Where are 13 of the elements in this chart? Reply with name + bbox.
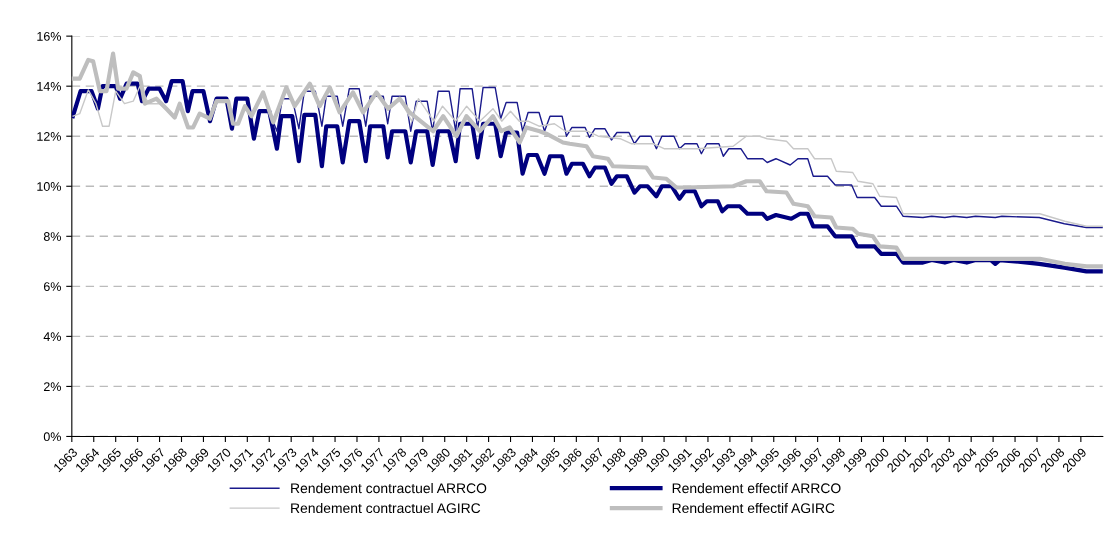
y-tick-label: 2% [43, 382, 61, 392]
legend-label: Rendement effectif AGIRC [672, 502, 835, 514]
y-tick-label: 12% [37, 132, 61, 141]
y-tick-label: 8% [43, 232, 61, 241]
y-tick-label: 10% [37, 182, 61, 191]
y-tick-label: 0% [43, 432, 61, 442]
legend-label: Rendement effectif ARRCO [672, 482, 841, 494]
y-tick-label: 16% [37, 31, 61, 41]
legend-label: Rendement contractuel ARRCO [291, 482, 487, 494]
y-tick-label: 6% [43, 282, 61, 291]
y-tick-label: 4% [43, 332, 61, 341]
y-tick-label: 14% [37, 82, 61, 91]
legend-label: Rendement contractuel AGIRC [291, 502, 481, 514]
